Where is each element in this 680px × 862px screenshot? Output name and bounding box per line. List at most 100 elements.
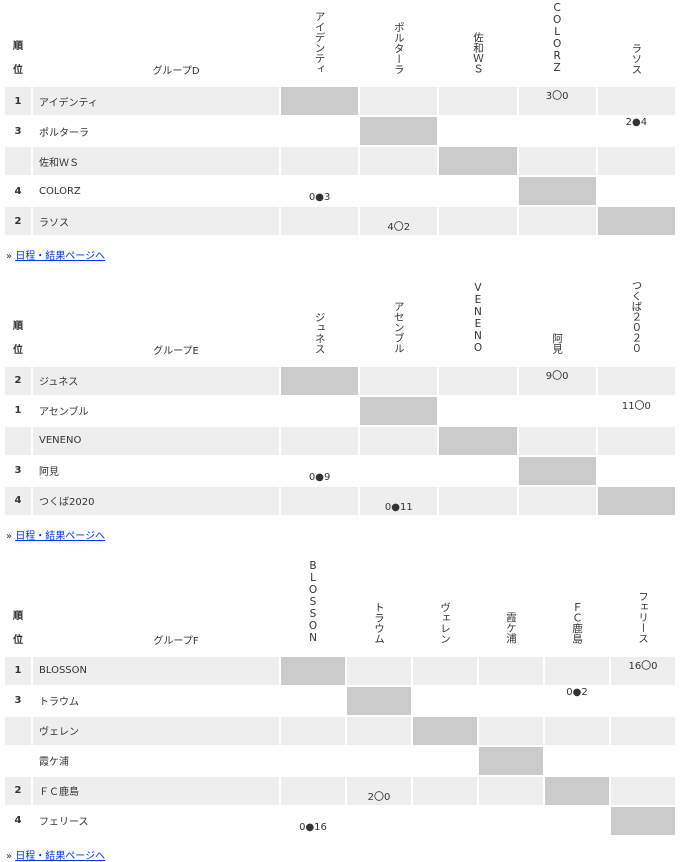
- diagonal-cell: [595, 205, 678, 237]
- diagonal-cell: [278, 364, 361, 397]
- score-cell: 3〇0: [516, 85, 598, 117]
- diagonal-cell: [411, 714, 479, 747]
- schedule-results-link[interactable]: 日程・結果ページへ: [15, 530, 106, 542]
- score-cell: [358, 145, 440, 177]
- column-header-team: アイデンティ: [278, 0, 361, 87]
- team-name: 佐和ＷＳ: [31, 145, 281, 177]
- score-cell: [595, 85, 678, 117]
- score-cell: [358, 424, 440, 457]
- score-cell: [437, 175, 519, 207]
- rank-cell: [3, 714, 33, 747]
- score-cell: [609, 744, 677, 777]
- team-name: つくば2020: [31, 484, 281, 517]
- schedule-results-link[interactable]: 日程・結果ページへ: [15, 850, 106, 862]
- score-text: 0●9: [308, 471, 331, 483]
- score-cell: [437, 205, 519, 237]
- team-name: フェリース: [31, 804, 281, 837]
- link-prefix: »: [6, 530, 13, 542]
- rank-cell: 1: [3, 394, 33, 427]
- team-name: ＦＣ鹿島: [31, 774, 281, 807]
- score-cell: [477, 804, 545, 837]
- score-cell: [609, 684, 677, 717]
- schedule-link-row: » 日程・結果ページへ: [6, 847, 677, 862]
- score-cell: [358, 364, 440, 397]
- score-cell: 0●2: [543, 684, 611, 717]
- score-cell: [437, 454, 519, 487]
- score-cell: [345, 744, 413, 777]
- score-text: 11〇0: [621, 400, 651, 412]
- diagonal-cell: [477, 744, 545, 777]
- score-cell: [437, 364, 519, 397]
- diagonal-cell: [516, 454, 598, 487]
- score-cell: 9〇0: [516, 364, 598, 397]
- score-cell: [516, 115, 598, 147]
- rank-cell: 2: [3, 205, 33, 237]
- score-cell: [279, 684, 347, 717]
- score-text: 0●16: [299, 821, 327, 833]
- column-header-team: 佐和ＷＳ: [437, 0, 519, 87]
- score-cell: 0●16: [279, 804, 347, 837]
- score-cell: [411, 804, 479, 837]
- column-header-team: 霞ケ浦: [477, 557, 545, 657]
- score-text: 9〇0: [545, 370, 569, 382]
- column-header-team: ラソス: [595, 0, 678, 87]
- table-row: 4 COLORZ 0●3: [3, 175, 678, 207]
- link-prefix: »: [6, 251, 13, 262]
- column-header-team: ヴェレン: [411, 557, 479, 657]
- score-cell: [279, 774, 347, 807]
- standings-table: 順位グループD アイデンティ ポルターラ 佐和ＷＳ COLORZ ラソス 1 アイデンティ 3〇…: [3, 0, 678, 237]
- rank-cell: 2: [3, 364, 33, 397]
- rank-cell: [3, 744, 33, 777]
- rank-cell: 1: [3, 85, 33, 117]
- score-cell: [543, 744, 611, 777]
- diagonal-cell: [358, 115, 440, 147]
- column-header-team: ポルターラ: [358, 0, 440, 87]
- team-name: COLORZ: [31, 175, 281, 207]
- score-text: 0●2: [566, 686, 588, 698]
- rank-cell: 4: [3, 804, 33, 837]
- column-header-team: アセンブル: [358, 278, 440, 367]
- table-row: 3 ポルターラ 2●4: [3, 115, 678, 147]
- schedule-results-link[interactable]: 日程・結果ページへ: [15, 251, 106, 262]
- team-name: トラウム: [31, 684, 281, 717]
- score-cell: [278, 484, 361, 517]
- score-cell: 0●9: [278, 454, 361, 487]
- team-name: ポルターラ: [31, 115, 281, 147]
- rank-header: 順位: [3, 557, 33, 657]
- score-cell: [279, 744, 347, 777]
- score-cell: [516, 145, 598, 177]
- standings-table: 順位グループF BLOSSON トラウム ヴェレン 霞ケ浦 ＦＣ鹿島 フェリース 1 BLOSS…: [3, 557, 677, 837]
- score-text: 0●3: [308, 192, 331, 203]
- table-row: 霞ケ浦: [3, 744, 677, 777]
- rank-cell: [3, 145, 33, 177]
- table-row: 2 ジュネス 9〇0: [3, 364, 678, 397]
- rank-header: 順位: [3, 0, 33, 87]
- score-cell: [358, 175, 440, 207]
- group-title: グループD: [31, 0, 281, 87]
- score-cell: [516, 205, 598, 237]
- score-cell: [595, 175, 678, 207]
- column-header-team: VENENO: [437, 278, 519, 367]
- diagonal-cell: [543, 774, 611, 807]
- table-row: 1 BLOSSON 16〇0: [3, 654, 677, 687]
- column-header-team: ＦＣ鹿島: [543, 557, 611, 657]
- team-name: ジュネス: [31, 364, 281, 397]
- score-cell: [516, 394, 598, 427]
- team-name: アセンブル: [31, 394, 281, 427]
- table-row: 3 阿見 0●9: [3, 454, 678, 487]
- column-header-team: トラウム: [345, 557, 413, 657]
- score-cell: 2●4: [595, 115, 678, 147]
- rank-cell: 3: [3, 454, 33, 487]
- team-name: アイデンティ: [31, 85, 281, 117]
- diagonal-cell: [516, 175, 598, 207]
- score-cell: [345, 804, 413, 837]
- group-standings-1: 順位グループE ジュネス アセンブル VENENO 阿見 つくば２０２０ 2 ジュネス 9〇0 1…: [3, 278, 678, 542]
- rank-cell: 2: [3, 774, 33, 807]
- score-cell: [595, 145, 678, 177]
- score-cell: [595, 454, 678, 487]
- team-name: ヴェレン: [31, 714, 281, 747]
- score-cell: 4〇2: [358, 205, 440, 237]
- score-cell: [437, 484, 519, 517]
- score-cell: 16〇0: [609, 654, 677, 687]
